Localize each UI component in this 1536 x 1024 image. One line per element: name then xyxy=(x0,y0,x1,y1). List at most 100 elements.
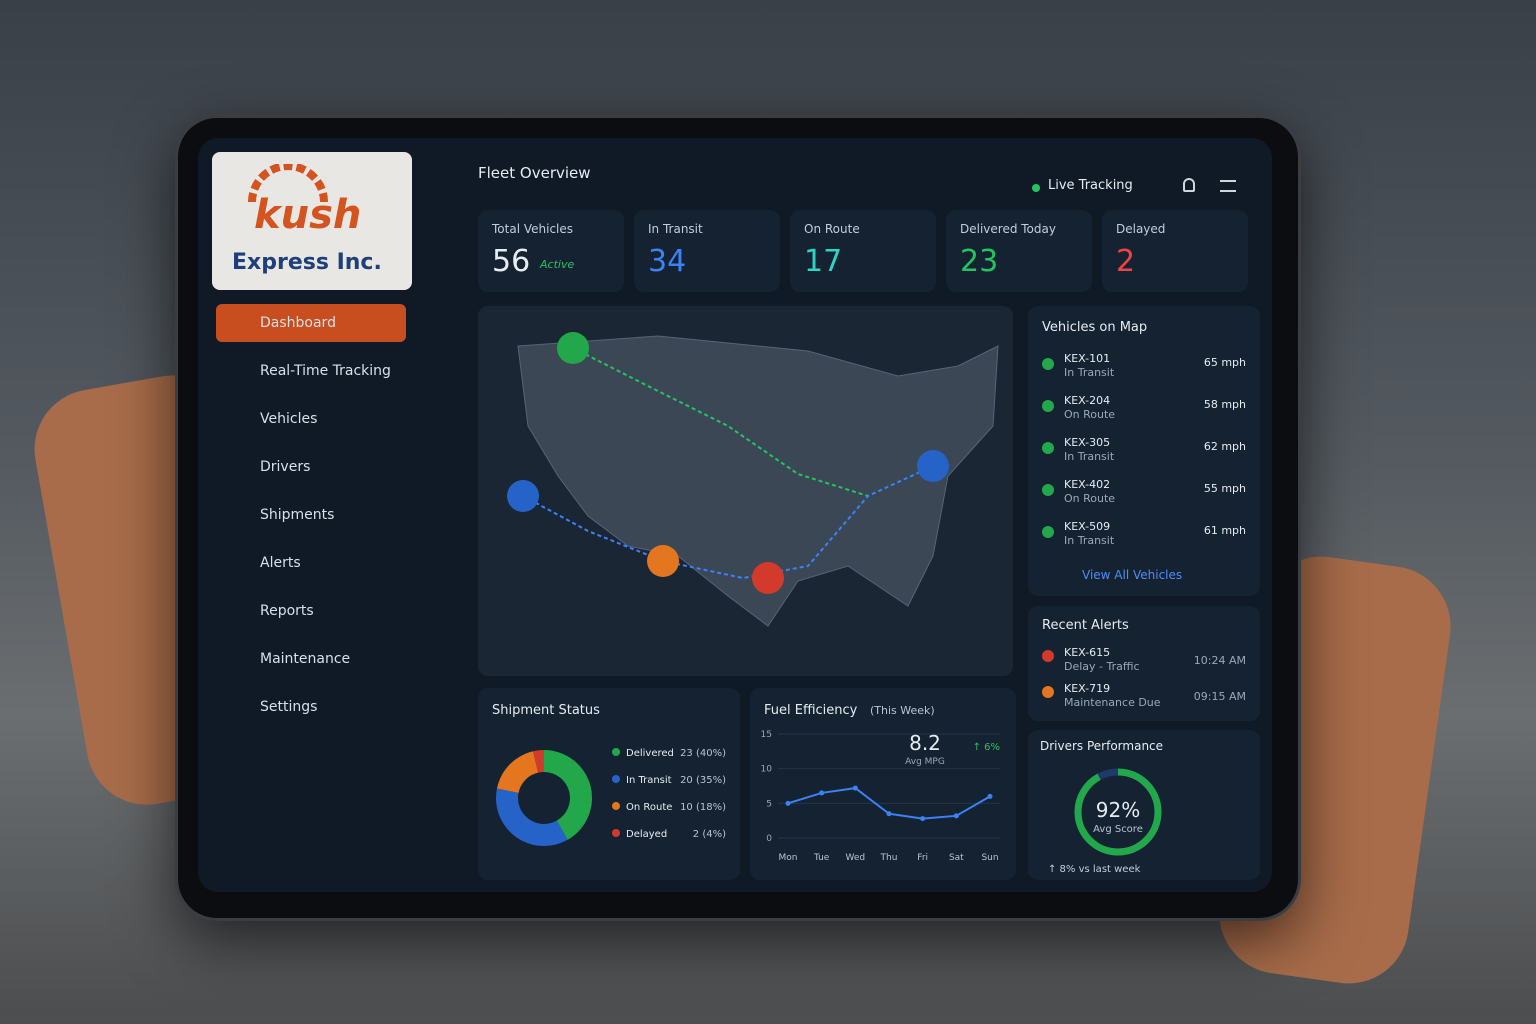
kpi-card: Delayed 2 xyxy=(1102,210,1248,292)
alert-text: Delay - Traffic xyxy=(1064,660,1140,673)
vehicle-marker[interactable] xyxy=(917,450,949,482)
x-tick-label: Thu xyxy=(880,853,898,863)
bell-icon[interactable] xyxy=(1183,178,1195,192)
vehicle-marker[interactable] xyxy=(507,480,539,512)
kpi-value: 23 xyxy=(960,244,999,279)
view-all-link[interactable]: View All Vehicles xyxy=(1082,568,1183,582)
vehicle-speed: 58 mph xyxy=(1203,398,1246,411)
vehicles-panel: Vehicles on Map KEX-101 In Transit 65 mph K… xyxy=(1028,306,1260,596)
point xyxy=(953,813,959,819)
nav-item[interactable]: Settings xyxy=(260,699,318,715)
fuel-panel: Fuel Efficiency (This Week) 8.2 Avg MPG ↑ 6%… xyxy=(750,688,1016,880)
donut-slice xyxy=(496,751,539,793)
donut-slice xyxy=(544,750,592,840)
point xyxy=(819,790,825,796)
kpi-label: Delayed xyxy=(1116,222,1166,236)
panel-title: Vehicles on Map xyxy=(1042,320,1148,335)
nav-item[interactable]: Real-Time Tracking xyxy=(260,363,391,379)
gauge-note: ↑ 8% vs last week xyxy=(1048,864,1141,875)
vehicle-marker[interactable] xyxy=(557,332,589,364)
y-tick-label: 0 xyxy=(766,834,772,844)
vehicle-marker[interactable] xyxy=(752,562,784,594)
alert-id: KEX-719 xyxy=(1064,682,1111,695)
vehicle-id: KEX-305 xyxy=(1064,436,1111,449)
kpi-card: In Transit 34 xyxy=(634,210,780,292)
point xyxy=(987,793,993,799)
data-label: 10 (18%) xyxy=(680,802,726,813)
live-dot xyxy=(1032,184,1040,192)
vehicle-status: In Transit xyxy=(1064,450,1115,463)
kpi-card: Delivered Today 23 xyxy=(946,210,1092,292)
legend-label: Delayed xyxy=(626,829,667,840)
x-tick-label: Sat xyxy=(949,853,964,863)
gauge: Drivers Performance 92% Avg Score ↑ 8% vs l… xyxy=(1040,739,1163,875)
data-label: 20 (35%) xyxy=(680,775,726,786)
menu-icon[interactable] xyxy=(1220,180,1236,192)
brand-subtitle: Express Inc. xyxy=(232,250,382,275)
y-tick-label: 15 xyxy=(761,730,772,740)
nav-item[interactable]: Shipments xyxy=(260,507,335,523)
map-land xyxy=(517,335,999,627)
donut-slice xyxy=(533,750,544,773)
vehicle-status: On Route xyxy=(1064,492,1116,505)
x-tick-label: Mon xyxy=(779,853,798,863)
legend-swatch xyxy=(612,748,620,756)
data-label: 23 (40%) xyxy=(680,748,726,759)
legend-label: In Transit xyxy=(626,775,672,786)
panel-title: Recent Alerts xyxy=(1042,618,1129,633)
alert-icon xyxy=(1042,686,1054,698)
vehicle-speed: 61 mph xyxy=(1203,524,1246,537)
drivers-panel: Drivers Performance 92% Avg Score ↑ 8% vs l… xyxy=(1028,730,1260,880)
nav-item[interactable]: Dashboard xyxy=(216,304,406,342)
x-tick-label: Fri xyxy=(917,853,928,863)
status-dot xyxy=(1042,484,1054,496)
vehicle-id: KEX-101 xyxy=(1064,352,1111,365)
vehicle-status: In Transit xyxy=(1064,534,1115,547)
kpi-value: 2 xyxy=(1116,244,1136,279)
nav-item[interactable]: Alerts xyxy=(260,555,301,571)
legend-label: Delivered xyxy=(626,748,674,759)
kpi-label: Total Vehicles xyxy=(492,222,574,236)
live-tracking[interactable]: Live Tracking xyxy=(1048,178,1133,193)
gauge-arc xyxy=(1074,768,1162,856)
y-tick-label: 10 xyxy=(761,765,773,775)
kpi-card: Total Vehicles 56 Active xyxy=(478,210,624,292)
nav-item[interactable]: Maintenance xyxy=(260,651,351,667)
donut-chart: Shipment Status Delivered 23 (40%) In Trans… xyxy=(492,703,726,846)
y-tick-label: 5 xyxy=(766,799,772,809)
line-chart: Fuel Efficiency (This Week) 8.2 Avg MPG ↑ 6%… xyxy=(761,703,1000,863)
gauge-caption: Avg Score xyxy=(1093,824,1143,835)
data-label: 2 (4%) xyxy=(693,829,726,840)
map xyxy=(478,306,1013,676)
nav-item[interactable]: Vehicles xyxy=(260,411,318,427)
nav-item[interactable]: Reports xyxy=(260,603,314,619)
legend-swatch xyxy=(612,775,620,783)
logo-arc xyxy=(248,164,328,203)
point xyxy=(852,785,858,791)
chart-title: Shipment Status xyxy=(492,703,600,718)
alert-text: Maintenance Due xyxy=(1064,696,1161,709)
route xyxy=(522,465,934,580)
route xyxy=(572,347,869,497)
annotation-change: ↑ 6% xyxy=(973,742,1000,753)
annotation-value: 8.2 xyxy=(909,731,941,755)
nav-item[interactable]: Drivers xyxy=(260,459,311,475)
screen: kush Express Inc. Dashboard Real-Time Tra… xyxy=(198,138,1272,892)
chart-title: Fuel Efficiency xyxy=(764,703,858,718)
vehicle-status: In Transit xyxy=(1064,366,1115,379)
annotation-caption: Avg MPG xyxy=(905,757,945,767)
tablet: kush Express Inc. Dashboard Real-Time Tra… xyxy=(175,115,1301,921)
alert-id: KEX-615 xyxy=(1064,646,1111,659)
point xyxy=(886,811,892,817)
vehicle-marker[interactable] xyxy=(647,545,679,577)
status-dot xyxy=(1042,358,1054,370)
chart-subtitle: (This Week) xyxy=(870,704,935,717)
status-dot xyxy=(1042,400,1054,412)
x-tick-label: Wed xyxy=(846,853,866,863)
kpi-value: 17 xyxy=(804,244,843,279)
status-dot xyxy=(1042,526,1054,538)
vehicle-status: On Route xyxy=(1064,408,1116,421)
alerts-panel: Recent Alerts KEX-615 Delay - Traffic 10:2… xyxy=(1028,606,1260,721)
shipment-panel: Shipment Status Delivered 23 (40%) In Trans… xyxy=(478,688,740,880)
